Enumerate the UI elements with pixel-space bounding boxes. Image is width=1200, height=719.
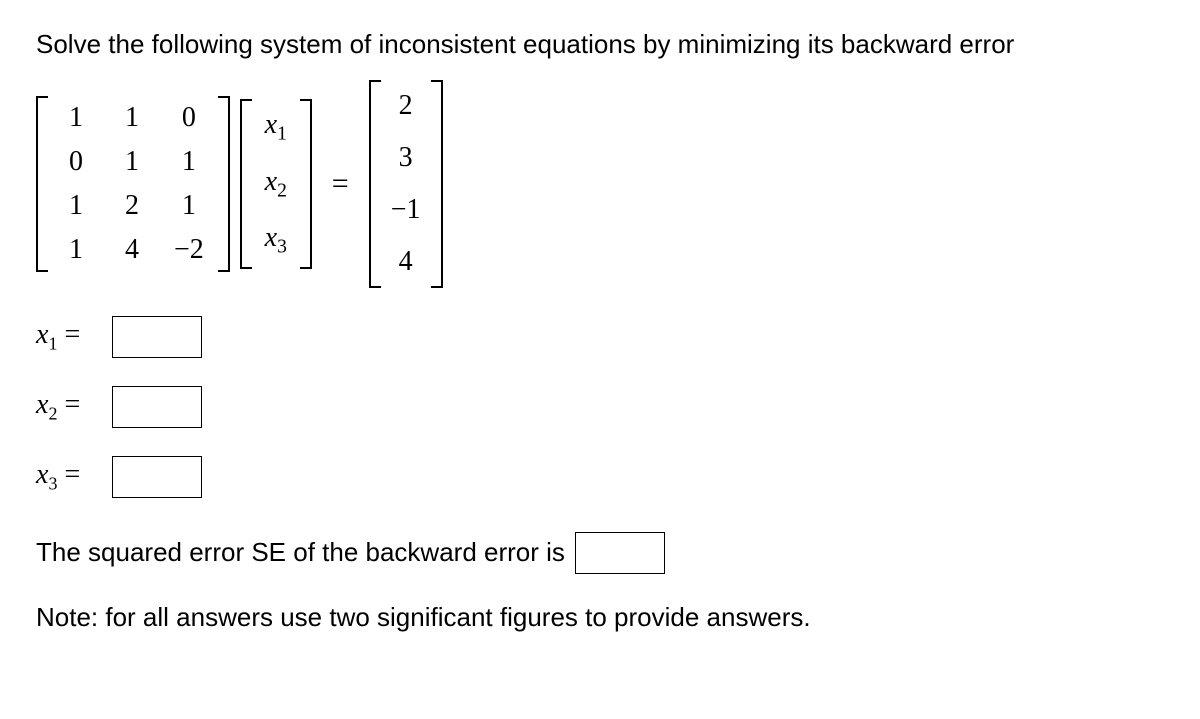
x-entry: x3 bbox=[252, 212, 300, 269]
matrix-A: 1 1 0 0 1 1 1 2 1 1 4 −2 bbox=[36, 96, 230, 272]
A-cell: 1 bbox=[104, 140, 160, 184]
problem-page: Solve the following system of inconsiste… bbox=[0, 0, 1200, 661]
answer-label-x2: x2 = bbox=[36, 389, 100, 425]
bracket-right bbox=[218, 96, 230, 272]
A-cell: 1 bbox=[48, 96, 104, 140]
problem-heading: Solve the following system of inconsiste… bbox=[36, 28, 1164, 62]
A-cell: 1 bbox=[104, 96, 160, 140]
answers-block: x1 = x2 = x3 = bbox=[36, 316, 1164, 498]
A-cell: −2 bbox=[160, 228, 218, 272]
A-cell: 1 bbox=[48, 228, 104, 272]
vector-b-table: 2 3 −1 4 bbox=[381, 80, 431, 288]
se-line: The squared error SE of the backward err… bbox=[36, 532, 1164, 574]
se-input[interactable] bbox=[575, 532, 665, 574]
bracket-left bbox=[240, 99, 252, 269]
b-entry: 3 bbox=[381, 132, 431, 184]
A-cell: 1 bbox=[160, 184, 218, 228]
matrix-A-table: 1 1 0 0 1 1 1 2 1 1 4 −2 bbox=[48, 96, 218, 272]
answer-label-x1: x1 = bbox=[36, 319, 100, 355]
x-entry: x2 bbox=[252, 156, 300, 213]
se-text: The squared error SE of the backward err… bbox=[36, 537, 565, 568]
A-cell: 4 bbox=[104, 228, 160, 272]
A-cell: 2 bbox=[104, 184, 160, 228]
answer-line-x3: x3 = bbox=[36, 456, 1164, 498]
bracket-left bbox=[36, 96, 48, 272]
A-cell: 0 bbox=[160, 96, 218, 140]
vector-x: x1 x2 x3 bbox=[240, 99, 312, 269]
bracket-left bbox=[369, 80, 381, 288]
x3-input[interactable] bbox=[112, 456, 202, 498]
b-entry: 2 bbox=[381, 80, 431, 132]
equals-sign: = bbox=[322, 167, 359, 201]
x1-input[interactable] bbox=[112, 316, 202, 358]
bracket-right bbox=[300, 99, 312, 269]
matrix-equation: 1 1 0 0 1 1 1 2 1 1 4 −2 bbox=[36, 80, 1164, 288]
vector-b: 2 3 −1 4 bbox=[369, 80, 443, 288]
bracket-right bbox=[431, 80, 443, 288]
vector-x-table: x1 x2 x3 bbox=[252, 99, 300, 269]
b-entry: −1 bbox=[381, 184, 431, 236]
x2-input[interactable] bbox=[112, 386, 202, 428]
answer-line-x2: x2 = bbox=[36, 386, 1164, 428]
A-cell: 0 bbox=[48, 140, 104, 184]
A-cell: 1 bbox=[48, 184, 104, 228]
b-entry: 4 bbox=[381, 236, 431, 288]
answer-label-x3: x3 = bbox=[36, 459, 100, 495]
x-entry: x1 bbox=[252, 99, 300, 156]
A-cell: 1 bbox=[160, 140, 218, 184]
answer-line-x1: x1 = bbox=[36, 316, 1164, 358]
note-text: Note: for all answers use two significan… bbox=[36, 602, 1164, 633]
